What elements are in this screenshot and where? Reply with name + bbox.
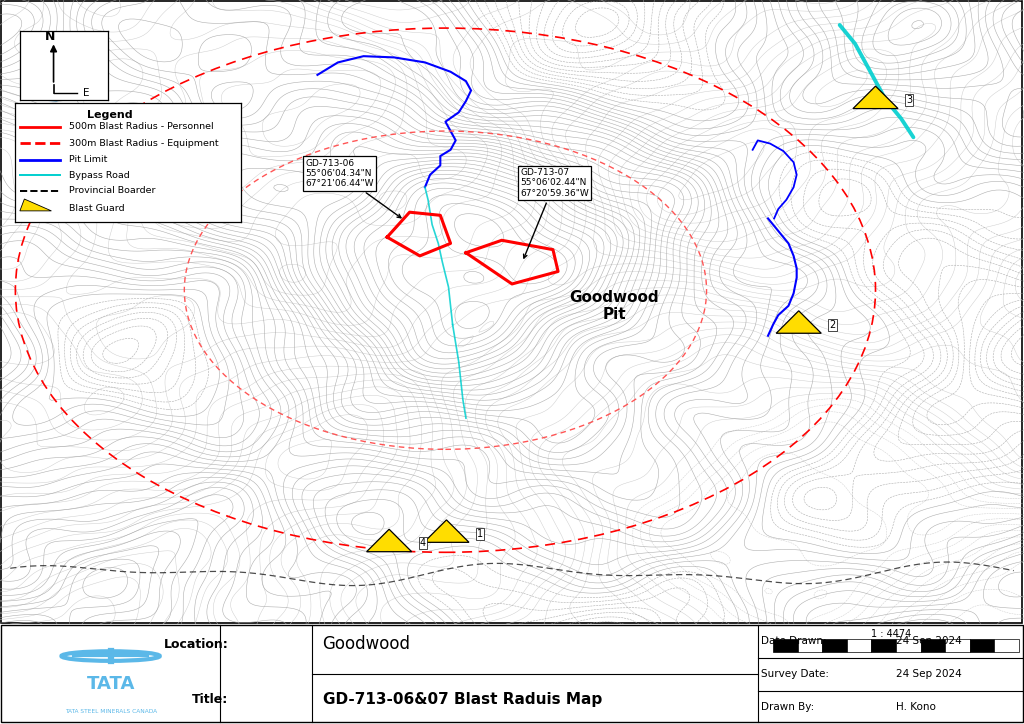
- Text: H. Kono: H. Kono: [896, 702, 936, 712]
- Text: Location:: Location:: [164, 638, 228, 651]
- Text: N: N: [45, 30, 55, 43]
- Text: 1: 1: [477, 529, 483, 539]
- Text: 24 Sep 2024: 24 Sep 2024: [896, 669, 962, 679]
- Text: GD-713-07
55°06'02.44"N
67°20'59.36"W: GD-713-07 55°06'02.44"N 67°20'59.36"W: [520, 168, 589, 258]
- Text: Legend: Legend: [87, 110, 133, 120]
- Text: TATA: TATA: [86, 675, 135, 693]
- Text: TATA STEEL MINERALS CANADA: TATA STEEL MINERALS CANADA: [65, 709, 157, 714]
- Bar: [994, 639, 1019, 652]
- Bar: [896, 639, 921, 652]
- Bar: [822, 639, 847, 652]
- Text: Survey Date:: Survey Date:: [761, 669, 828, 679]
- Polygon shape: [853, 86, 898, 109]
- Text: Goodwood
Pit: Goodwood Pit: [569, 290, 659, 322]
- Text: 500m Blast Radius - Personnel: 500m Blast Radius - Personnel: [70, 122, 214, 131]
- Text: Provincial Boarder: Provincial Boarder: [70, 186, 156, 195]
- Bar: [970, 639, 994, 652]
- Bar: [945, 639, 970, 652]
- Text: GD-713-06
55°06'04.34"N
67°21'06.44"W: GD-713-06 55°06'04.34"N 67°21'06.44"W: [305, 159, 401, 218]
- Text: Goodwood: Goodwood: [323, 635, 411, 653]
- Text: 2: 2: [829, 320, 836, 329]
- Bar: [798, 639, 822, 652]
- Bar: [847, 639, 871, 652]
- Text: 300m Blast Radius - Equipment: 300m Blast Radius - Equipment: [70, 139, 219, 148]
- Text: Title:: Title:: [193, 693, 228, 705]
- Polygon shape: [776, 311, 821, 333]
- Text: 24 Sep 2024: 24 Sep 2024: [896, 636, 962, 646]
- Text: Drawn By:: Drawn By:: [761, 702, 814, 712]
- Polygon shape: [39, 59, 84, 101]
- Text: 1 : 4474: 1 : 4474: [870, 629, 911, 639]
- FancyBboxPatch shape: [1, 625, 1023, 722]
- Polygon shape: [19, 199, 51, 211]
- Text: Blast Guard: Blast Guard: [70, 204, 125, 213]
- Polygon shape: [424, 520, 469, 542]
- Text: Bypass Road: Bypass Road: [70, 171, 130, 180]
- Text: GD-713-06&07 Blast Raduis Map: GD-713-06&07 Blast Raduis Map: [323, 691, 602, 707]
- Text: E: E: [83, 88, 90, 98]
- Text: Date Drawn:: Date Drawn:: [761, 636, 826, 646]
- Text: Pit Limit: Pit Limit: [70, 156, 108, 164]
- Text: 3: 3: [906, 95, 912, 105]
- Text: 4: 4: [420, 538, 426, 548]
- Bar: [773, 639, 798, 652]
- Bar: [871, 639, 896, 652]
- Bar: [921, 639, 945, 652]
- Polygon shape: [367, 529, 412, 552]
- FancyBboxPatch shape: [1, 1, 1022, 623]
